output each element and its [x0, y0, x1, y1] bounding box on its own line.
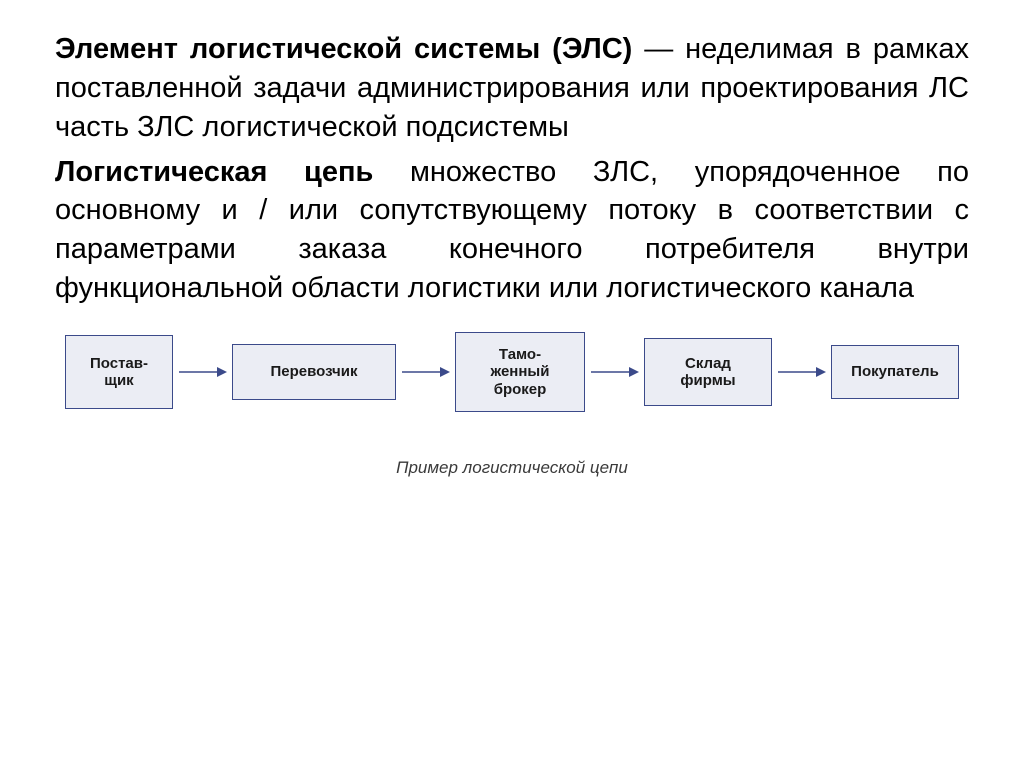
diagram-caption: Пример логистической цепи — [65, 458, 959, 478]
term-chain: Логистическая цепь — [55, 156, 373, 188]
node-warehouse: Склад фирмы — [644, 338, 772, 406]
node-label: Тамо- женный брокер — [491, 346, 550, 398]
slide-page: Элемент логистической системы (ЭЛС) — не… — [0, 0, 1024, 767]
node-label: Постав- щик — [90, 355, 148, 390]
node-label: Покупатель — [851, 363, 939, 380]
paragraph-els-definition: Элемент логистической системы (ЭЛС) — не… — [55, 30, 969, 147]
flowchart-row: Постав- щик Перевозчик Тамо- женный брокер… — [65, 332, 959, 412]
node-buyer: Покупатель — [831, 345, 959, 399]
node-supplier: Постав- щик — [65, 335, 173, 409]
flow-arrow — [589, 362, 641, 382]
node-label: Склад фирмы — [680, 355, 735, 390]
flow-arrow — [177, 362, 229, 382]
flow-arrow — [400, 362, 452, 382]
paragraph-chain-definition: Логистическая цепь множество ЗЛС, упоряд… — [55, 153, 969, 308]
term-els: Элемент логистической системы (ЭЛС) — [55, 33, 632, 65]
flow-arrow — [776, 362, 828, 382]
node-carrier: Перевозчик — [232, 344, 396, 400]
node-broker: Тамо- женный брокер — [455, 332, 585, 412]
diagram-container: Постав- щик Перевозчик Тамо- женный брокер… — [55, 332, 969, 478]
node-label: Перевозчик — [271, 363, 358, 380]
